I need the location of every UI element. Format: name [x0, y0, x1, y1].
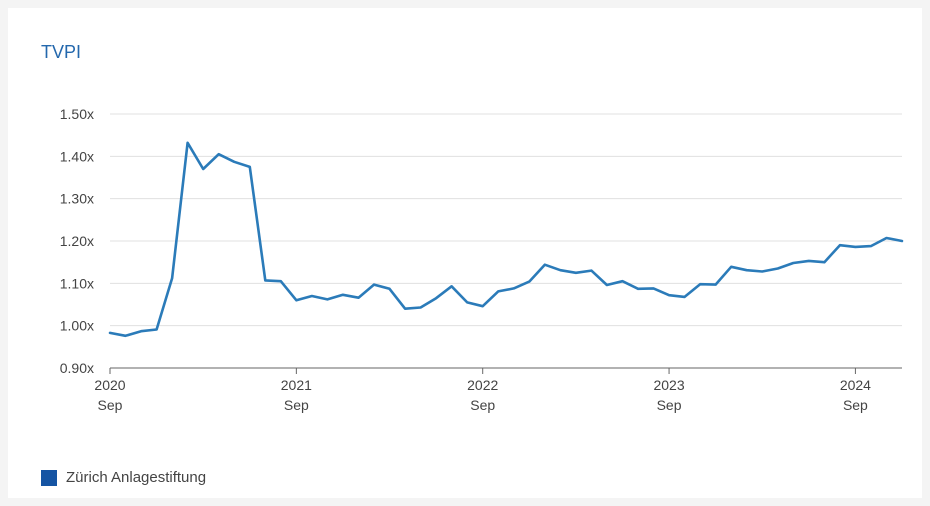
x-tick-label-year: 2024 — [840, 377, 871, 393]
y-tick-label: 1.30x — [60, 191, 94, 207]
x-tick-label-month: Sep — [470, 397, 495, 413]
legend-label: Zürich Anlagestiftung — [66, 469, 207, 486]
x-tick-label-year: 2021 — [281, 377, 312, 393]
y-tick-label: 1.10x — [60, 275, 94, 291]
x-tick-label-year: 2022 — [467, 377, 498, 393]
y-tick-label: 1.50x — [60, 106, 94, 122]
axis-layer: 0.90x 1.00x 1.10x 1.20x 1.30x 1.40x 1.50x 2020 S… — [60, 106, 902, 413]
series-line[interactable] — [108, 141, 904, 338]
y-tick-label: 1.20x — [60, 233, 94, 249]
legend[interactable]: Zürich Anlagestiftung — [41, 469, 206, 486]
y-tick-label: 1.00x — [60, 318, 94, 334]
x-tick-label-month: Sep — [657, 397, 682, 413]
y-tick-label: 1.40x — [60, 148, 94, 164]
x-tick-label-month: Sep — [284, 397, 309, 413]
legend-swatch — [41, 469, 57, 486]
x-tick-label-year: 2023 — [653, 377, 684, 393]
x-tick-label-year: 2020 — [94, 377, 125, 393]
chart-title: TVPI — [41, 42, 82, 62]
chart-panel: TVPI Zürich Anlagestiftung — [8, 8, 922, 498]
x-tick-label-month: Sep — [843, 397, 868, 413]
y-tick-label: 0.90x — [60, 360, 94, 376]
series-layer — [108, 141, 904, 338]
grid-layer — [110, 113, 902, 327]
x-tick-label-month: Sep — [98, 397, 123, 413]
